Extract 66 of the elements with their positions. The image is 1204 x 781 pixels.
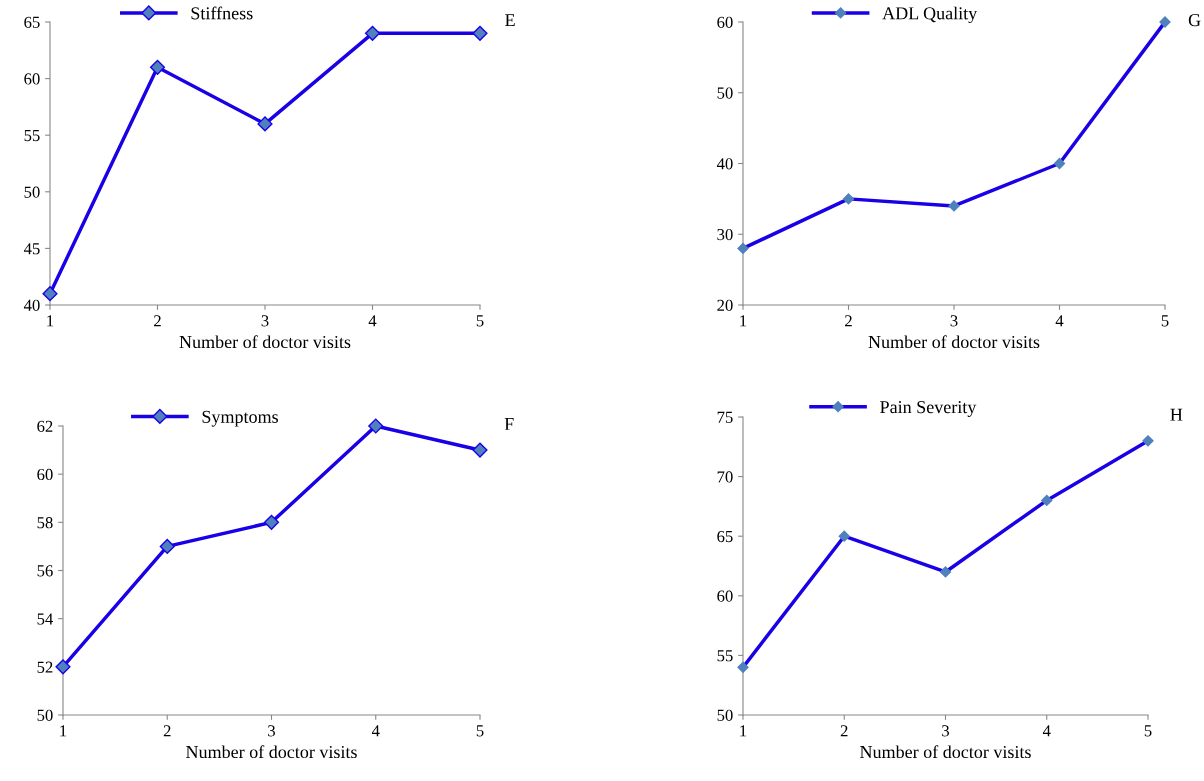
- x-tick-label: 1: [60, 725, 67, 737]
- x-tick-label: 2: [845, 315, 852, 327]
- point: [263, 514, 280, 530]
- x-tick-label: 4: [1055, 315, 1064, 327]
- text: H: [1170, 408, 1183, 421]
- y-tick-label: 60: [717, 590, 733, 602]
- y-tick-label: 55: [717, 650, 733, 662]
- x-tick-label: 3: [950, 315, 958, 327]
- y-tick-label: 60: [717, 16, 733, 28]
- x-axis-title: Number of doctor visits: [186, 745, 357, 759]
- y-tick-label: 30: [717, 228, 733, 241]
- y-tick-label: 50: [37, 709, 53, 721]
- point: [149, 59, 166, 75]
- y-tick-label: 50: [717, 87, 733, 99]
- point: [42, 286, 58, 302]
- y-tick-label: 54: [37, 613, 54, 625]
- x-tick-label: 4: [368, 315, 377, 327]
- legend-label: Symptoms: [202, 410, 278, 427]
- point: [368, 418, 384, 434]
- x-tick-label: 1: [47, 315, 54, 327]
- x-tick-label: 3: [261, 315, 269, 327]
- y-tick-label: 45: [23, 243, 40, 255]
- x-tick-label: 1: [740, 315, 747, 327]
- x-tick-label: 2: [840, 725, 848, 737]
- y-tick-label: 70: [717, 471, 733, 483]
- x-tick-label: 4: [371, 725, 380, 737]
- point: [472, 25, 488, 41]
- x-tick-label: 3: [942, 725, 950, 737]
- text: G: [1188, 14, 1201, 27]
- y-tick-label: 40: [23, 299, 40, 311]
- y-tick-label: 50: [24, 186, 40, 198]
- y-tick-label: 50: [717, 709, 733, 721]
- x-tick-label: 3: [268, 725, 276, 737]
- legend-label: Stiffness: [191, 6, 253, 20]
- legend-label: Pain Severity: [880, 401, 977, 417]
- y-tick-label: 40: [716, 158, 733, 170]
- y-tick-label: 55: [24, 130, 40, 142]
- point: [55, 659, 71, 675]
- y-tick-label: 58: [37, 517, 53, 529]
- y-tick-label: 60: [24, 73, 40, 85]
- x-tick-label: 2: [163, 725, 171, 737]
- x-tick-label: 5: [1144, 725, 1152, 737]
- y-tick-label: 60: [37, 468, 53, 481]
- y-tick-label: 20: [717, 299, 733, 311]
- x-axis-title: Number of doctor visits: [179, 335, 351, 349]
- y-tick-label: 52: [37, 661, 53, 673]
- point: [364, 25, 381, 41]
- text: F: [504, 418, 514, 430]
- x-tick-label: 5: [476, 315, 484, 327]
- point: [257, 116, 273, 132]
- y-tick-label: 62: [37, 420, 53, 432]
- x-axis-title: Number of doctor visits: [868, 335, 1040, 349]
- point: [159, 538, 175, 554]
- x-tick-label: 4: [1042, 725, 1051, 737]
- legend-label: ADL Quality: [882, 6, 978, 24]
- x-tick-label: 5: [1161, 315, 1169, 327]
- y-tick-label: 65: [717, 530, 733, 543]
- y-tick-label: 56: [37, 565, 53, 577]
- text: E: [505, 14, 515, 27]
- x-tick-label: 5: [476, 725, 484, 737]
- point: [472, 442, 488, 458]
- y-tick-label: 65: [24, 16, 40, 28]
- x-tick-label: 1: [740, 725, 747, 737]
- x-axis-title: Number of doctor visits: [860, 745, 1031, 759]
- x-tick-label: 2: [154, 315, 161, 327]
- y-tick-label: 75: [717, 411, 733, 423]
